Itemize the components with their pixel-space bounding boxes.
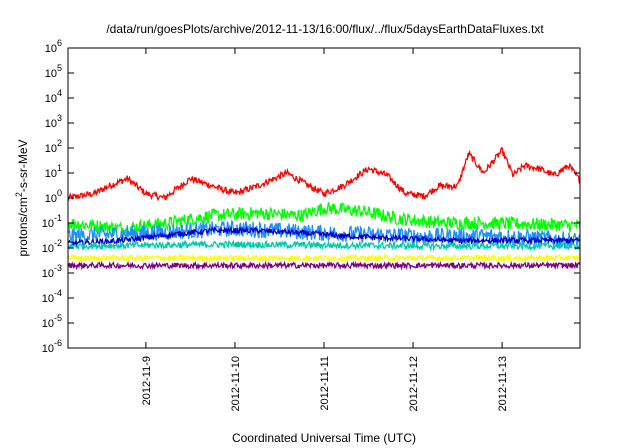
series-line-6: [67, 260, 581, 271]
y-tick-label: 10-3: [42, 263, 62, 280]
series-line-5: [67, 252, 581, 263]
series-line-3: [67, 225, 581, 247]
y-tick-label: 102: [45, 138, 62, 155]
y-tick-label: 103: [45, 113, 62, 130]
x-tick-label: 2012-11-12: [408, 356, 420, 411]
series-line-0: [67, 146, 581, 202]
x-tick-label: 2012-11-11: [319, 356, 331, 411]
series-line-4: [67, 239, 581, 252]
y-tick-label: 105: [45, 63, 62, 80]
y-tick-label: 10-4: [42, 288, 62, 305]
chart-title: /data/run/goesPlots/archive/2012-11-13/1…: [106, 22, 544, 36]
x-tick-label: 2012-11-13: [497, 356, 509, 411]
y-tick-label: 106: [45, 38, 62, 55]
y-tick-label: 101: [45, 163, 62, 180]
y-tick-label: 10-5: [42, 313, 62, 330]
y-tick-label: 10-2: [42, 238, 62, 255]
y-tick-label: 100: [45, 188, 62, 205]
x-tick-label: 2012-11-10: [230, 356, 242, 411]
plot-frame: [67, 47, 581, 349]
series-line-1: [67, 202, 581, 237]
x-tick-label: 2012-11-9: [141, 356, 153, 405]
y-tick-label: 104: [45, 88, 62, 105]
y-tick-label: 10-6: [42, 338, 62, 355]
y-tick-label: 10-1: [42, 213, 62, 230]
x-axis-title: Coordinated Universal Time (UTC): [232, 431, 416, 445]
y-axis-title: protons/cm2-s-sr-MeV: [14, 139, 30, 256]
